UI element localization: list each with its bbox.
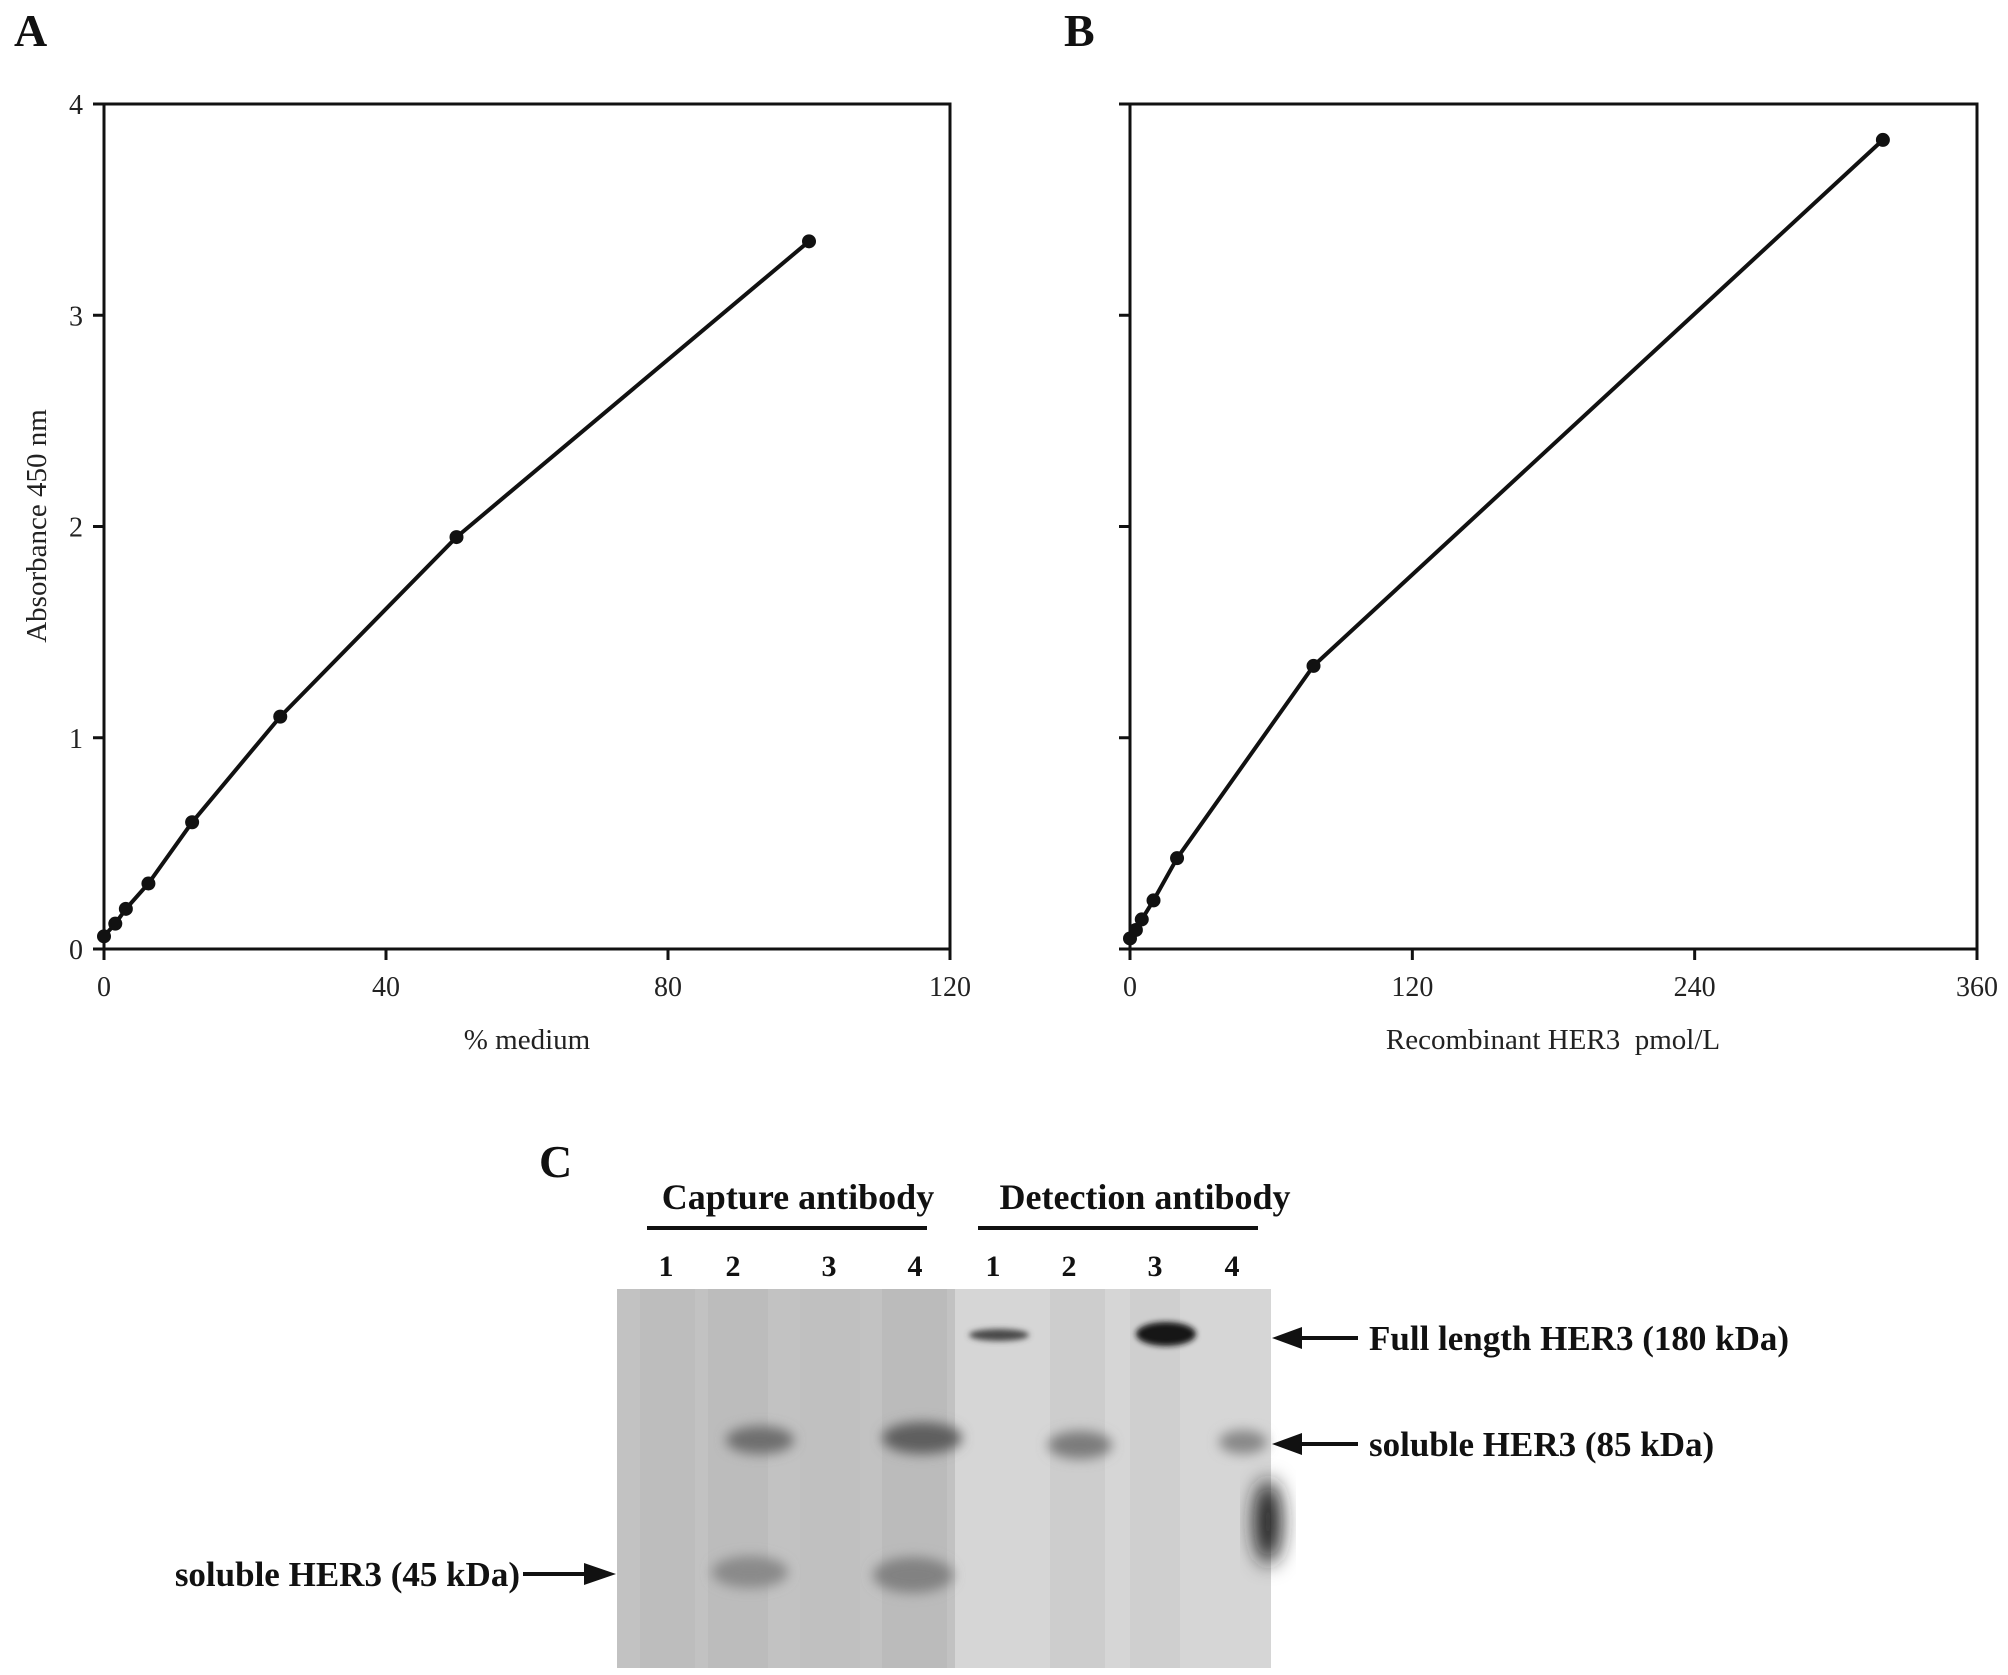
chart-a-frame bbox=[102, 102, 952, 951]
chart-a-data-point-0 bbox=[97, 929, 111, 944]
capture-antibody-label: Capture antibody bbox=[662, 1177, 934, 1217]
capture-lane-4-label: 4 bbox=[908, 1250, 923, 1283]
chart-b-x-tick-label-1: 120 bbox=[1391, 972, 1433, 1003]
chart-a-y-tick-label-4: 4 bbox=[69, 90, 83, 121]
full-length-her3-arrow bbox=[1272, 1327, 1358, 1349]
band-capture-4-45kda bbox=[873, 1557, 953, 1593]
band-capture-4-85kda bbox=[882, 1422, 962, 1454]
panel-label-a: A bbox=[14, 5, 47, 56]
capture-lane-1-label: 1 bbox=[659, 1250, 674, 1283]
chart-a: 0 40 80 120 0 1 2 3 4 % medium Absorbance 450 nm bbox=[21, 90, 971, 1056]
chart-a-x-tick-label-2: 80 bbox=[654, 972, 682, 1003]
chart-a-data-point-1 bbox=[108, 916, 123, 931]
chart-b-x-axis-label: Recombinant HER3 pmol/L bbox=[1386, 1024, 1720, 1056]
chart-b-frame bbox=[1128, 102, 1979, 951]
detection-lane-3-label: 3 bbox=[1148, 1250, 1163, 1283]
chart-b-points bbox=[1123, 132, 1890, 946]
chart-b-data-point-3 bbox=[1146, 893, 1161, 908]
band-detection-3-180kda bbox=[1136, 1322, 1196, 1346]
chart-a-y-axis-label: Absorbance 450 nm bbox=[21, 409, 53, 643]
chart-b: 0 120 240 360 Recombinant HER3 pmol/L bbox=[1119, 102, 1998, 1056]
chart-a-points bbox=[97, 234, 816, 944]
blot-edge-smudge bbox=[1254, 1480, 1282, 1564]
capture-lane-2-label: 2 bbox=[726, 1250, 741, 1283]
chart-a-y-tick-label-0: 0 bbox=[69, 935, 83, 966]
band-capture-2-45kda bbox=[712, 1556, 788, 1588]
band-detection-2-85kda bbox=[1048, 1431, 1112, 1459]
chart-b-x-tick-label-3: 360 bbox=[1956, 972, 1998, 1003]
chart-a-data-point-6 bbox=[449, 530, 464, 545]
band-detection-4-85kda bbox=[1219, 1430, 1267, 1454]
chart-a-x-tick-label-0: 0 bbox=[97, 972, 111, 1003]
chart-a-series-line bbox=[102, 239, 811, 938]
chart-a-data-point-2 bbox=[118, 901, 133, 916]
chart-a-y-tick-label-2: 2 bbox=[69, 513, 83, 544]
chart-b-ticks: 0 120 240 360 bbox=[1119, 102, 1998, 1003]
chart-b-data-point-2 bbox=[1134, 912, 1149, 927]
chart-b-data-point-6 bbox=[1875, 132, 1890, 147]
blot-image bbox=[617, 1289, 1282, 1668]
panel-label-c: C bbox=[539, 1136, 572, 1187]
detection-antibody-label: Detection antibody bbox=[1000, 1177, 1291, 1217]
band-detection-1-180kda bbox=[969, 1329, 1029, 1341]
detection-lane-4-label: 4 bbox=[1225, 1250, 1240, 1283]
detection-lane-2-label: 2 bbox=[1062, 1250, 1077, 1283]
panel-label-b: B bbox=[1064, 5, 1095, 56]
chart-a-y-tick-label-1: 1 bbox=[69, 724, 83, 755]
chart-a-ticks: 0 40 80 120 0 1 2 3 4 bbox=[69, 90, 971, 1003]
chart-a-data-point-3 bbox=[141, 876, 156, 891]
soluble-her3-85-arrow bbox=[1272, 1433, 1358, 1455]
chart-a-y-tick-label-3: 3 bbox=[69, 301, 83, 332]
full-length-her3-label: Full length HER3 (180 kDa) bbox=[1369, 1319, 1789, 1358]
chart-b-data-point-4 bbox=[1170, 851, 1185, 866]
detection-lane-1-label: 1 bbox=[986, 1250, 1001, 1283]
soluble-her3-45-arrow bbox=[523, 1563, 616, 1585]
chart-b-x-tick-label-0: 0 bbox=[1123, 972, 1137, 1003]
chart-b-x-tick-label-2: 240 bbox=[1674, 972, 1716, 1003]
capture-lane-3-label: 3 bbox=[822, 1250, 837, 1283]
western-blot-panel: Capture antibody Detection antibody 1 2 … bbox=[175, 1177, 1789, 1668]
chart-a-data-point-7 bbox=[802, 234, 816, 249]
soluble-her3-45-label: soluble HER3 (45 kDa) bbox=[175, 1555, 520, 1594]
chart-a-x-tick-label-1: 40 bbox=[372, 972, 400, 1003]
chart-a-data-point-4 bbox=[185, 815, 200, 830]
band-capture-2-85kda bbox=[726, 1426, 794, 1454]
soluble-her3-85-label: soluble HER3 (85 kDa) bbox=[1369, 1425, 1714, 1464]
chart-b-data-point-1 bbox=[1128, 922, 1143, 937]
chart-b-series-line bbox=[1128, 138, 1885, 940]
chart-a-x-axis-label: % medium bbox=[464, 1024, 591, 1056]
chart-b-data-point-5 bbox=[1306, 658, 1321, 673]
chart-a-x-tick-label-3: 120 bbox=[929, 972, 971, 1003]
chart-a-data-point-5 bbox=[273, 709, 288, 724]
